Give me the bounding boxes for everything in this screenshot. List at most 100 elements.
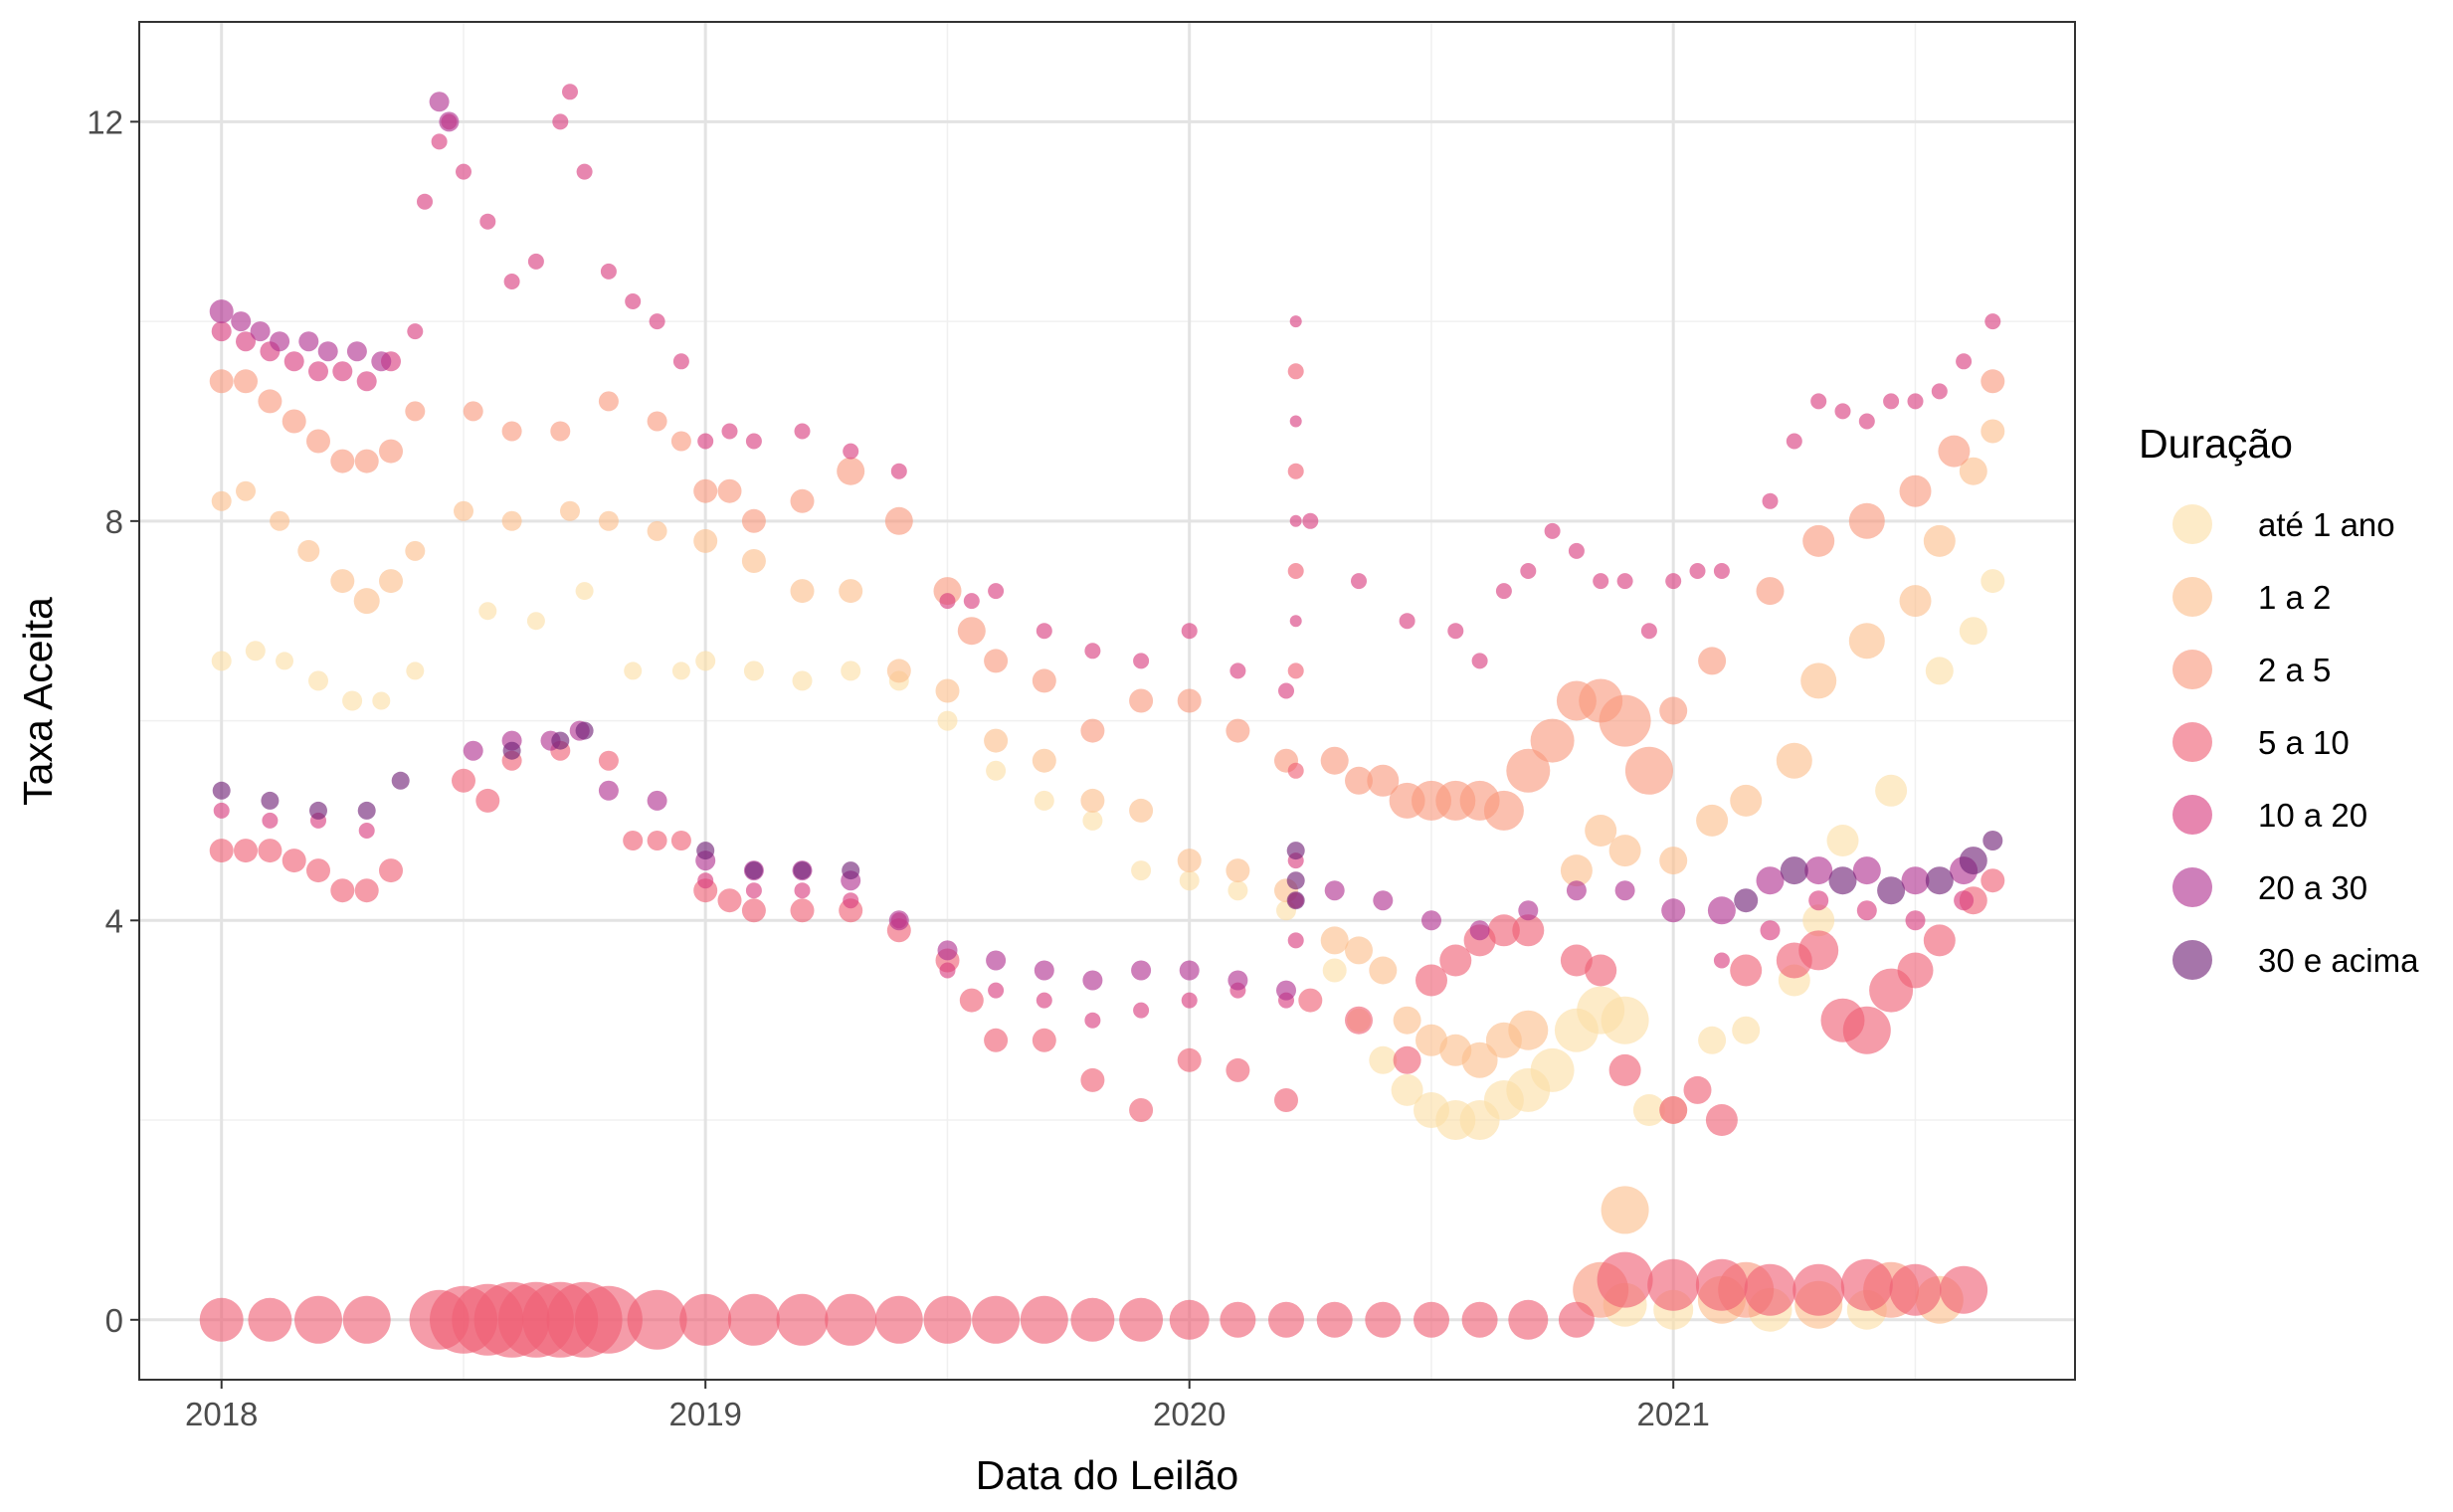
data-point <box>308 361 328 382</box>
data-point <box>1447 623 1464 640</box>
data-point <box>379 569 403 594</box>
data-point <box>342 690 363 711</box>
data-point <box>1744 1263 1796 1316</box>
data-point <box>1032 668 1056 693</box>
data-point <box>1905 910 1926 931</box>
data-point <box>984 1028 1009 1052</box>
data-point <box>231 311 252 332</box>
legend-label: 20 a 30 <box>2258 869 2367 906</box>
data-point <box>1129 1098 1154 1122</box>
data-point <box>199 1297 244 1342</box>
data-point <box>1808 890 1829 911</box>
data-point <box>1608 835 1641 867</box>
data-point <box>1287 662 1304 679</box>
data-point <box>923 1295 972 1344</box>
legend-entry: 20 a 30 <box>2172 867 2367 907</box>
data-point <box>1608 1053 1641 1086</box>
data-point <box>234 839 258 863</box>
data-point <box>874 1295 923 1344</box>
y-tick-label: 4 <box>105 902 123 939</box>
legend-label: 10 a 20 <box>2258 797 2367 834</box>
data-point <box>1324 880 1345 901</box>
data-point <box>1585 954 1617 987</box>
data-point <box>647 520 667 541</box>
data-point <box>842 861 860 880</box>
data-point <box>790 579 815 604</box>
legend-key <box>2172 504 2212 544</box>
legend-title: Duração <box>2139 421 2293 467</box>
data-point <box>792 670 813 691</box>
data-point <box>1487 914 1520 947</box>
data-point <box>1179 870 1200 891</box>
data-point <box>598 750 619 771</box>
data-point <box>342 1295 391 1344</box>
data-point <box>1129 688 1154 713</box>
data-point <box>1568 542 1585 559</box>
data-point <box>837 457 865 485</box>
data-point <box>1179 960 1200 981</box>
panel-border <box>138 21 2076 1381</box>
data-point <box>1981 419 2005 444</box>
data-point <box>1756 866 1785 895</box>
data-point <box>741 549 766 573</box>
legend-key <box>2172 650 2212 689</box>
data-point <box>825 1293 877 1346</box>
data-point <box>984 728 1009 753</box>
data-point <box>560 500 580 521</box>
data-point <box>330 449 355 473</box>
legend-entry: 30 e acima <box>2172 940 2419 980</box>
data-point <box>727 1293 780 1346</box>
data-point <box>1713 563 1730 579</box>
data-point <box>672 353 689 370</box>
data-point <box>1982 831 2003 850</box>
data-point <box>357 801 376 820</box>
data-point <box>501 510 522 531</box>
data-point <box>332 361 353 382</box>
legend-label: até 1 ano <box>2258 506 2395 543</box>
data-point <box>1391 1073 1423 1106</box>
data-point <box>282 409 306 434</box>
data-point <box>463 740 483 761</box>
data-point <box>1696 804 1729 837</box>
data-point <box>598 510 619 531</box>
data-point <box>1034 960 1054 981</box>
data-point <box>1959 457 1987 485</box>
data-point <box>841 661 861 681</box>
data-point <box>283 351 304 372</box>
data-point <box>1689 563 1706 579</box>
data-point <box>270 331 290 352</box>
y-tick-label: 12 <box>87 103 123 140</box>
data-point <box>959 988 984 1013</box>
data-point <box>1659 847 1688 875</box>
data-point <box>1560 944 1593 977</box>
data-point <box>1369 1045 1398 1074</box>
data-point <box>988 982 1005 999</box>
data-point <box>1226 858 1250 883</box>
data-point <box>935 678 960 703</box>
data-point <box>1177 849 1202 873</box>
x-tick-label: 2021 <box>1636 1396 1709 1432</box>
data-point <box>478 602 497 621</box>
data-point <box>317 341 338 362</box>
data-point <box>1695 1258 1748 1311</box>
data-point <box>354 449 379 473</box>
data-point <box>1614 880 1635 901</box>
data-point <box>1226 718 1250 743</box>
data-point <box>1981 369 2005 394</box>
data-point <box>890 463 907 479</box>
data-point <box>1877 876 1906 905</box>
data-point <box>1131 860 1152 881</box>
data-point <box>1393 1045 1421 1074</box>
data-point <box>209 839 234 863</box>
data-point <box>1925 866 1954 895</box>
data-point <box>886 659 911 683</box>
data-point <box>1530 1047 1575 1092</box>
data-point <box>1683 1075 1712 1104</box>
data-point <box>679 1293 732 1346</box>
data-point <box>1762 492 1779 509</box>
data-point <box>1322 958 1347 983</box>
data-point <box>1938 435 1971 468</box>
data-point <box>839 579 863 604</box>
data-point <box>1665 573 1682 590</box>
